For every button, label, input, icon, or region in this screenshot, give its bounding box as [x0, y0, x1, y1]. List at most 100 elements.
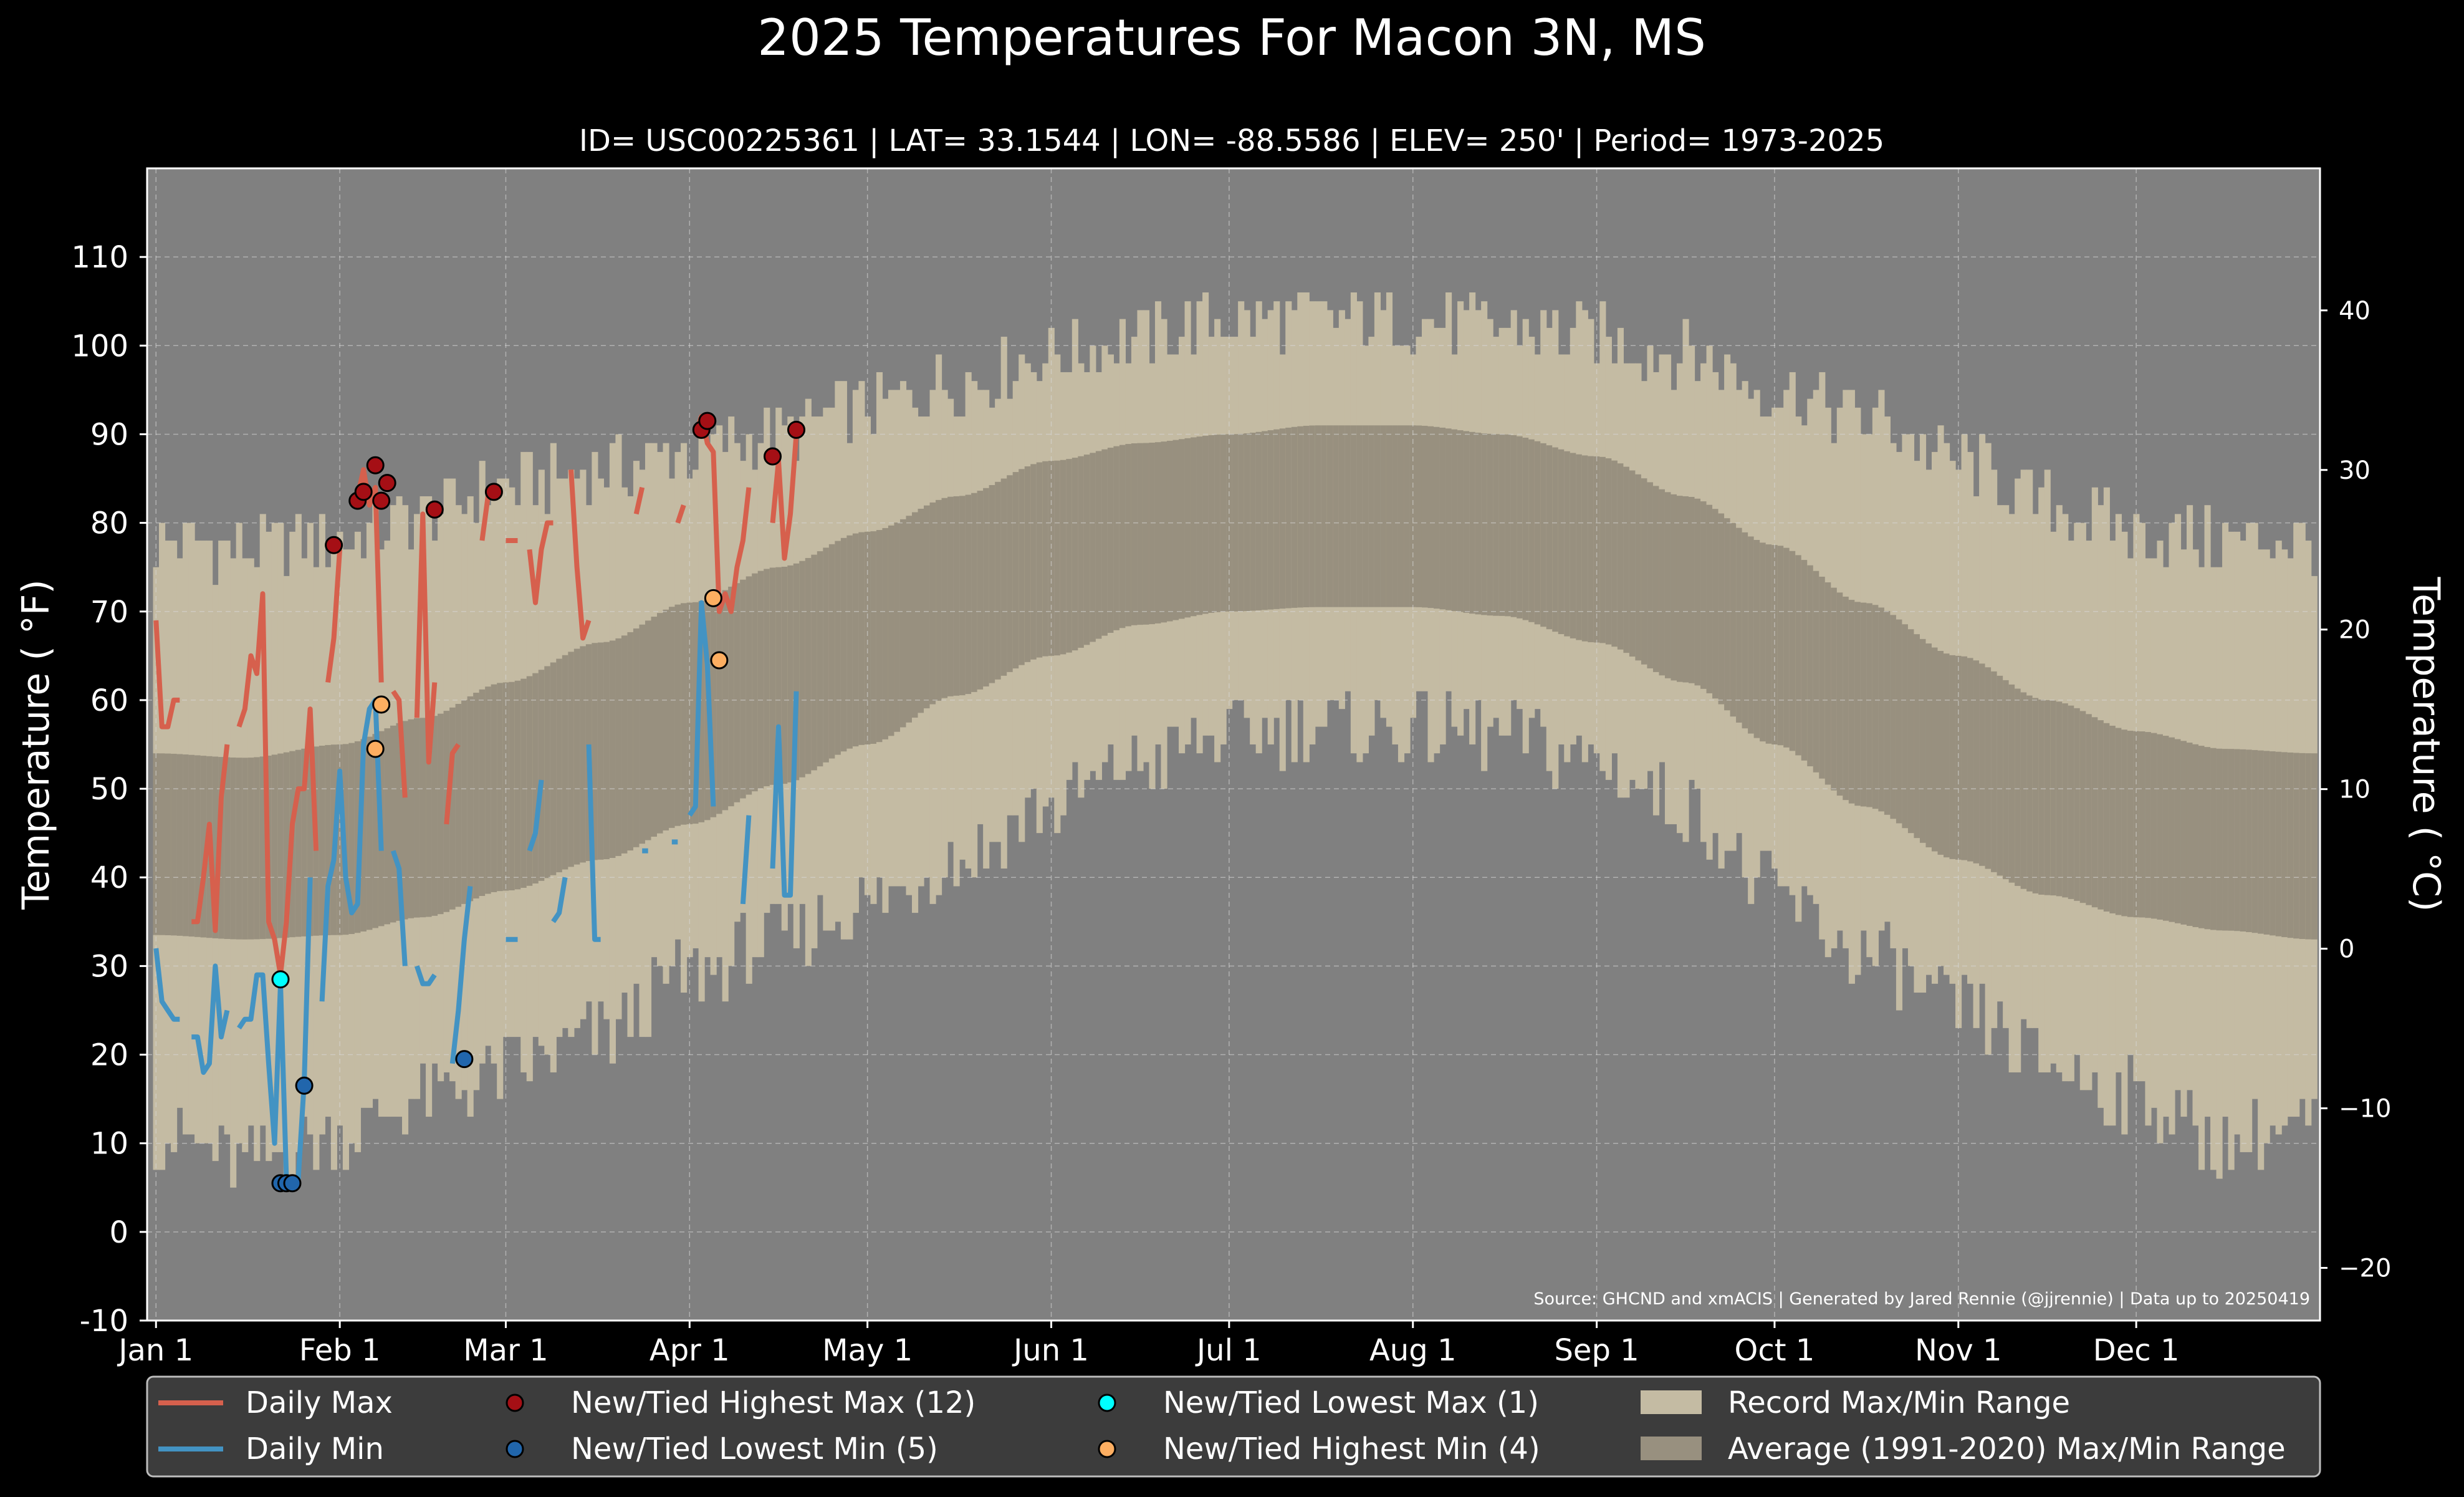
normal-range-bar [1409, 425, 1417, 607]
y-tick-label: 110 [71, 240, 128, 275]
normal-range-bar [2103, 723, 2110, 912]
normal-range-bar [1676, 496, 1684, 682]
normal-range-bar [2050, 700, 2057, 896]
normal-range-bar [212, 756, 219, 938]
normal-range-bar [1060, 460, 1067, 655]
normal-range-bar [2293, 753, 2300, 939]
normal-range-bar [828, 544, 835, 759]
normal-range-bar [1427, 426, 1434, 609]
normal-range-bar [1979, 663, 1986, 866]
legend-label-daily-max: Daily Max [246, 1385, 393, 1420]
normal-range-bar [2174, 739, 2182, 923]
normal-range-bar [384, 728, 391, 925]
legend: Daily Max Daily Min New/Tied Highest Max… [146, 1375, 2321, 1478]
normal-range-bar [971, 493, 978, 692]
normal-range-bar [271, 754, 278, 939]
normal-range-bar [1487, 433, 1493, 616]
normal-range-bar [1131, 443, 1138, 625]
normal-range-bar [550, 662, 557, 875]
normal-range-bar [1184, 438, 1191, 618]
normal-range-bar [674, 604, 681, 826]
normal-range-bar [592, 643, 598, 860]
normal-range-bar [1534, 441, 1541, 625]
normal-range-bar [1434, 426, 1441, 609]
y-axis-right: −20 −10 0 10 20 30 40 [2320, 297, 2391, 1283]
normal-range-bar [1315, 425, 1321, 607]
normal-range-bar [538, 670, 545, 881]
normal-range-bar [1232, 434, 1239, 612]
x-tick-label: Nov 1 [1915, 1333, 2001, 1368]
normal-range-bar [1659, 489, 1666, 676]
normal-range-bar [544, 666, 551, 878]
normal-range-bar [615, 638, 622, 856]
normal-range-bar [1742, 532, 1748, 729]
normal-range-bar [1012, 472, 1019, 669]
normal-range-bar [2109, 725, 2116, 913]
normal-range-bar [1997, 675, 2003, 876]
normal-range-bar [1647, 482, 1654, 668]
normal-range-bar [2097, 720, 2104, 910]
normal-range-bar [2091, 717, 2098, 908]
normal-range-bar [924, 505, 931, 709]
y-tick-label: 60 [90, 683, 128, 718]
y-tick-label: 90 [90, 417, 128, 452]
normal-range-bar [1071, 458, 1078, 651]
y-right-tick-label: 30 [2339, 456, 2371, 485]
normal-range-bar [1338, 425, 1345, 607]
normal-range-bar [1919, 638, 1927, 843]
normal-range-bar [1386, 425, 1393, 607]
normal-range-bar [1255, 431, 1262, 610]
normal-range-bar [858, 532, 865, 745]
normal-range-bar [254, 757, 261, 940]
normal-range-bar [811, 554, 818, 771]
normal-range-bar [461, 700, 468, 904]
normal-range-bar [627, 632, 634, 851]
normal-range-bar [2157, 734, 2164, 920]
normal-range-bar [1973, 660, 1980, 864]
normal-range-bar [1101, 449, 1108, 636]
normal-range-bar [2198, 746, 2205, 928]
normal-range-bar [1267, 430, 1274, 610]
normal-range-bar [983, 488, 990, 686]
normal-range-bar [556, 658, 563, 873]
normal-range-bar [918, 508, 924, 713]
normal-range-bar [1593, 456, 1600, 643]
normal-range-bar [502, 682, 509, 891]
normal-range-bar [1333, 425, 1340, 607]
normal-range-bar [1824, 582, 1831, 785]
normal-range-bar [639, 624, 646, 844]
normal-range-bar [728, 586, 735, 807]
normal-range-bar [710, 596, 717, 817]
normal-range-bar [171, 753, 178, 936]
normal-range-bar [2015, 688, 2021, 886]
normal-range-bar [1552, 447, 1559, 632]
normal-range-bar [337, 744, 343, 935]
normal-range-bar [1985, 667, 1992, 869]
normal-range-bar [669, 607, 676, 828]
normal-range-bar [277, 753, 284, 938]
normal-range-bar [787, 565, 794, 782]
normal-range-bar [1030, 464, 1037, 660]
normal-range-bar [657, 613, 664, 834]
normal-range-bar [989, 484, 995, 683]
new-high-max-marker [372, 491, 391, 510]
normal-range-bar [1463, 431, 1470, 613]
new-low-min-marker [283, 1174, 302, 1193]
new-high-min-marker [710, 651, 729, 670]
normal-range-bar [1931, 647, 1939, 852]
normal-range-bar [319, 745, 325, 936]
normal-range-bar [959, 496, 966, 696]
normal-range-bar [431, 716, 438, 916]
normal-range-bar [1694, 498, 1701, 686]
normal-range-bar [259, 756, 266, 940]
normal-range-bar [1712, 509, 1719, 699]
normal-range-bar [2275, 751, 2282, 936]
normal-range-bar [1914, 634, 1920, 839]
normal-range-bar [603, 642, 610, 860]
y-right-tick-label: 0 [2339, 935, 2354, 964]
normal-range-bar [1451, 429, 1458, 612]
normal-range-bar [1517, 436, 1523, 619]
normal-range-bar [906, 516, 913, 723]
y-axis-left: -10 0 10 20 30 40 50 60 70 80 90 100 110 [71, 240, 147, 1339]
normal-range-bar [188, 754, 195, 937]
